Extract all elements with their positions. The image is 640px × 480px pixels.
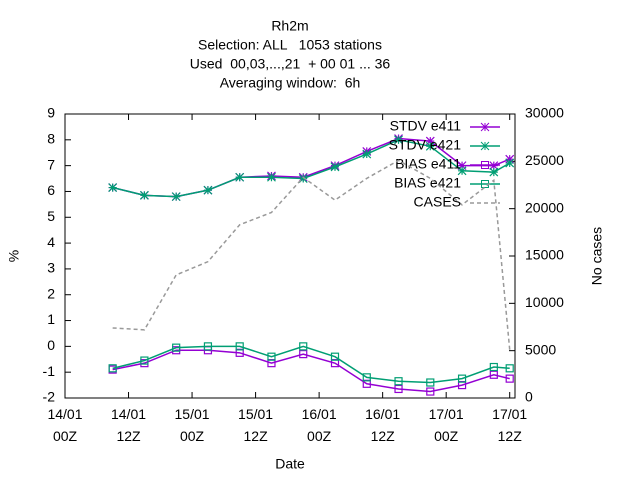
series-line <box>112 159 511 350</box>
point <box>457 166 467 176</box>
point <box>330 162 340 172</box>
y-tick-label: 4 <box>47 234 55 250</box>
point <box>171 192 181 202</box>
point <box>267 352 276 361</box>
y-tick-label: 8 <box>47 131 55 147</box>
x-tick-label: 14/01 00Z <box>47 406 83 444</box>
point <box>505 364 514 373</box>
x-tick-label: 17/01 12Z <box>492 406 528 444</box>
series-line <box>112 345 510 384</box>
point <box>203 342 213 351</box>
y2-tick-label: 5000 <box>525 341 556 357</box>
y-axis-label: % <box>6 250 22 262</box>
x-tick-label: 15/01 00Z <box>174 406 210 444</box>
series-line <box>112 139 511 198</box>
legend-marker <box>480 141 490 151</box>
point <box>505 374 514 383</box>
point <box>489 370 498 379</box>
legend-marker <box>481 161 489 169</box>
point <box>489 167 499 177</box>
point <box>362 149 372 159</box>
point <box>299 342 308 351</box>
point <box>203 185 213 195</box>
point <box>394 384 403 394</box>
y-tick-label: 2 <box>47 285 55 301</box>
y-tick-label: -1 <box>43 363 56 379</box>
series-line <box>112 349 510 393</box>
y-tick-label: 3 <box>47 260 55 276</box>
point <box>235 342 244 351</box>
point <box>426 378 435 387</box>
point <box>457 374 467 383</box>
y-tick-label: 0 <box>47 337 55 353</box>
title-line: Used 00,03,...,21 + 00 01 ... 36 <box>190 56 391 72</box>
y2-tick-label: 10000 <box>525 294 564 310</box>
point <box>140 356 149 365</box>
point <box>425 136 435 146</box>
y-tick-label: -2 <box>43 389 56 405</box>
point <box>394 377 403 386</box>
point <box>139 190 149 200</box>
point <box>505 158 515 168</box>
y2-tick-label: 25000 <box>525 152 564 168</box>
x-tick-label: 17/01 00Z <box>428 406 464 444</box>
point <box>394 135 403 145</box>
legend-marker <box>480 122 490 132</box>
y-tick-label: 6 <box>47 182 55 198</box>
title-line: Selection: ALL 1053 stations <box>198 37 382 53</box>
point <box>330 352 340 361</box>
title-line: Rh2m <box>271 18 308 34</box>
y-tick-label: 5 <box>47 208 55 224</box>
y2-tick-label: 0 <box>525 389 533 405</box>
point <box>267 172 276 182</box>
y-tick-label: 1 <box>47 311 55 327</box>
point <box>362 373 371 382</box>
point <box>298 174 308 183</box>
x-tick-label: 14/01 12Z <box>110 406 147 444</box>
x-axis-label: Date <box>275 456 305 472</box>
point <box>457 161 467 171</box>
point <box>426 387 435 396</box>
x-tick-label: 16/01 00Z <box>301 406 337 444</box>
x-tick-label: 16/01 12Z <box>365 406 401 444</box>
point <box>172 343 181 352</box>
y2-tick-label: 30000 <box>525 105 564 121</box>
point <box>425 141 435 151</box>
y-tick-label: 7 <box>47 156 55 172</box>
legend-label: STDV e421 <box>389 137 462 153</box>
title-line: Averaging window: 6h <box>220 75 361 91</box>
point <box>235 172 245 182</box>
legend-label: CASES <box>414 194 461 210</box>
point <box>299 350 308 359</box>
y2-axis-label: No cases <box>589 227 605 285</box>
point <box>108 364 117 373</box>
y2-tick-label: 20000 <box>525 199 564 215</box>
legend-label: STDV e411 <box>390 118 462 134</box>
point <box>489 362 498 372</box>
y2-tick-label: 15000 <box>525 247 564 263</box>
y-tick-label: 9 <box>47 105 55 121</box>
x-tick-label: 15/01 12Z <box>238 406 274 444</box>
point <box>108 183 118 193</box>
legend-label: BIAS e421 <box>394 175 461 191</box>
